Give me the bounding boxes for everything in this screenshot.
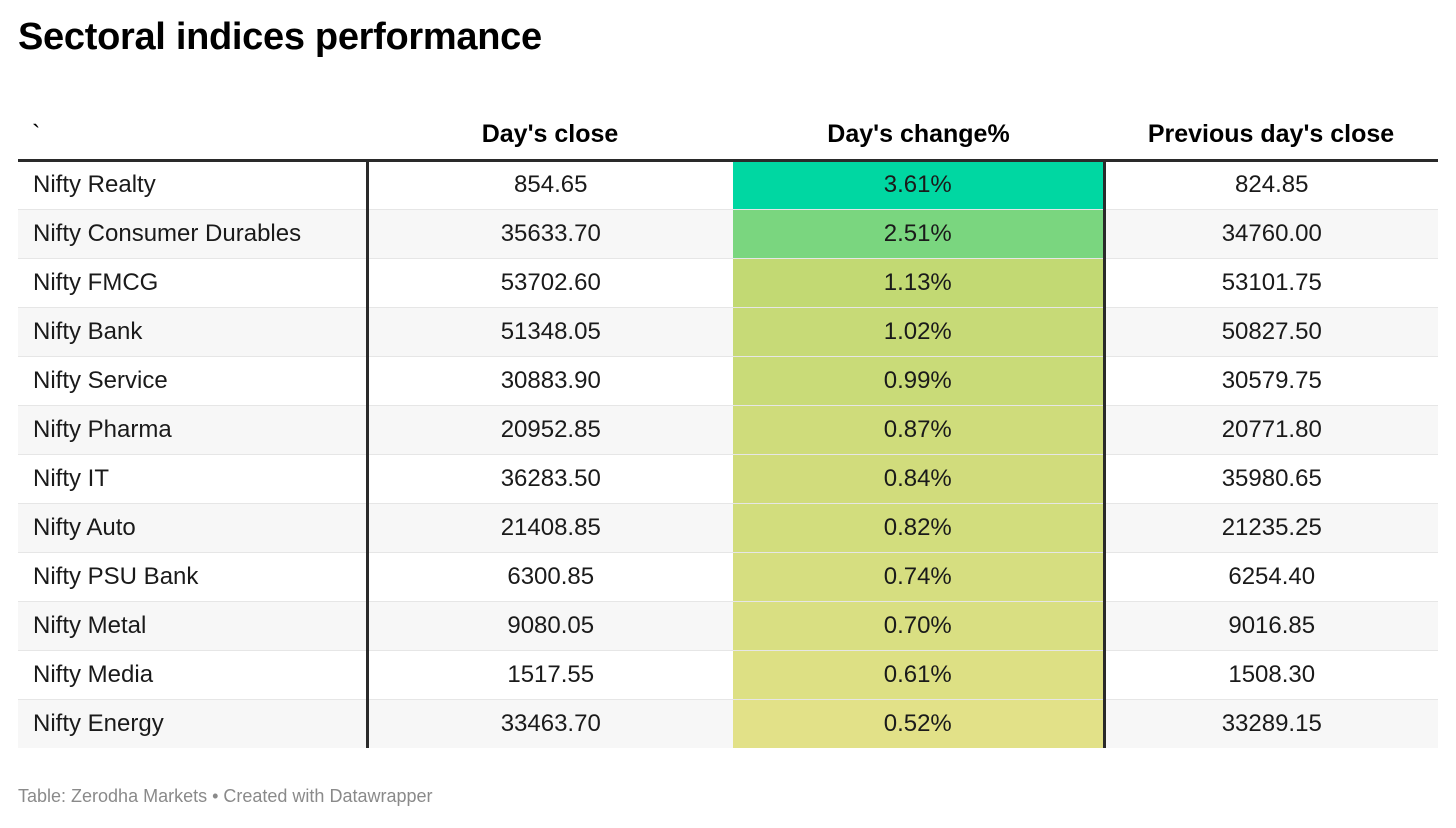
days-change-cell: 1.02%	[733, 307, 1106, 357]
days-change-cell: 2.51%	[733, 209, 1106, 259]
table-row: Nifty Bank 51348.05 1.02% 50827.50	[18, 307, 1438, 357]
previous-close-cell: 1508.30	[1104, 650, 1438, 700]
days-close-cell: 20952.85	[367, 405, 733, 455]
days-change-cell: 0.70%	[733, 601, 1106, 651]
previous-close-cell: 6254.40	[1104, 552, 1438, 602]
table-row: Nifty Service 30883.90 0.99% 30579.75	[18, 356, 1438, 406]
table-row: Nifty Pharma 20952.85 0.87% 20771.80	[18, 405, 1438, 455]
days-change-cell: 0.52%	[733, 699, 1106, 748]
header-row: ` Day's close Day's change% Previous day…	[18, 98, 1438, 162]
index-name-cell: Nifty Metal	[18, 601, 369, 651]
days-change-cell: 0.87%	[733, 405, 1106, 455]
days-close-cell: 36283.50	[367, 454, 733, 504]
column-header-index: `	[18, 98, 367, 162]
table-row: Nifty IT 36283.50 0.84% 35980.65	[18, 454, 1438, 504]
days-change-cell: 0.82%	[733, 503, 1106, 553]
days-change-cell: 0.61%	[733, 650, 1106, 700]
column-header-days-change: Day's change%	[733, 98, 1104, 162]
sector-table: ` Day's close Day's change% Previous day…	[18, 98, 1438, 748]
previous-close-cell: 50827.50	[1104, 307, 1438, 357]
index-name-cell: Nifty Pharma	[18, 405, 369, 455]
source-note: Table: Zerodha Markets • Created with Da…	[18, 786, 433, 806]
days-close-cell: 6300.85	[367, 552, 733, 602]
previous-close-cell: 33289.15	[1104, 699, 1438, 748]
index-name-cell: Nifty Media	[18, 650, 369, 700]
column-header-previous-close: Previous day's close	[1104, 98, 1438, 162]
days-close-cell: 854.65	[367, 160, 733, 210]
days-change-cell: 0.99%	[733, 356, 1106, 406]
days-change-cell: 3.61%	[733, 160, 1106, 210]
table-row: Nifty Metal 9080.05 0.70% 9016.85	[18, 601, 1438, 651]
index-name-cell: Nifty Bank	[18, 307, 369, 357]
days-change-cell: 1.13%	[733, 258, 1106, 308]
days-close-cell: 51348.05	[367, 307, 733, 357]
table-row: Nifty Energy 33463.70 0.52% 33289.15	[18, 699, 1438, 748]
table-row: Nifty FMCG 53702.60 1.13% 53101.75	[18, 258, 1438, 308]
previous-close-cell: 30579.75	[1104, 356, 1438, 406]
table-row: Nifty Realty 854.65 3.61% 824.85	[18, 160, 1438, 210]
index-name-cell: Nifty IT	[18, 454, 369, 504]
previous-close-cell: 9016.85	[1104, 601, 1438, 651]
table-body: Nifty Realty 854.65 3.61% 824.85 Nifty Consu…	[18, 160, 1438, 748]
index-name-cell: Nifty FMCG	[18, 258, 369, 308]
days-close-cell: 53702.60	[367, 258, 733, 308]
table-row: Nifty PSU Bank 6300.85 0.74% 6254.40	[18, 552, 1438, 602]
index-name-cell: Nifty Energy	[18, 699, 369, 748]
days-close-cell: 1517.55	[367, 650, 733, 700]
column-header-days-close: Day's close	[367, 98, 733, 162]
table-row: Nifty Auto 21408.85 0.82% 21235.25	[18, 503, 1438, 553]
index-name-cell: Nifty Realty	[18, 160, 369, 210]
previous-close-cell: 34760.00	[1104, 209, 1438, 259]
chart-title: Sectoral indices performance	[18, 16, 542, 58]
days-change-cell: 0.84%	[733, 454, 1106, 504]
index-name-cell: Nifty Auto	[18, 503, 369, 553]
previous-close-cell: 35980.65	[1104, 454, 1438, 504]
previous-close-cell: 53101.75	[1104, 258, 1438, 308]
days-close-cell: 9080.05	[367, 601, 733, 651]
days-change-cell: 0.74%	[733, 552, 1106, 602]
index-name-cell: Nifty PSU Bank	[18, 552, 369, 602]
days-close-cell: 21408.85	[367, 503, 733, 553]
table-row: Nifty Media 1517.55 0.61% 1508.30	[18, 650, 1438, 700]
table-row: Nifty Consumer Durables 35633.70 2.51% 3476…	[18, 209, 1438, 259]
days-close-cell: 35633.70	[367, 209, 733, 259]
days-close-cell: 33463.70	[367, 699, 733, 748]
index-name-cell: Nifty Service	[18, 356, 369, 406]
previous-close-cell: 20771.80	[1104, 405, 1438, 455]
index-name-cell: Nifty Consumer Durables	[18, 209, 369, 259]
days-close-cell: 30883.90	[367, 356, 733, 406]
previous-close-cell: 824.85	[1104, 160, 1438, 210]
previous-close-cell: 21235.25	[1104, 503, 1438, 553]
